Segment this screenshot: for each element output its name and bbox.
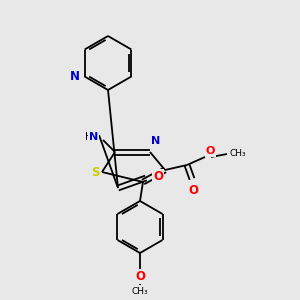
Text: S: S bbox=[91, 166, 99, 178]
Text: N: N bbox=[70, 70, 80, 83]
Text: CH₃: CH₃ bbox=[229, 149, 246, 158]
Text: N: N bbox=[89, 132, 98, 142]
Text: H: H bbox=[85, 132, 93, 142]
Text: O: O bbox=[153, 170, 163, 184]
Text: O: O bbox=[135, 270, 145, 283]
Text: O: O bbox=[188, 184, 198, 197]
Text: CH₃: CH₃ bbox=[132, 287, 148, 296]
Text: N: N bbox=[151, 136, 160, 146]
Text: O: O bbox=[206, 146, 215, 156]
